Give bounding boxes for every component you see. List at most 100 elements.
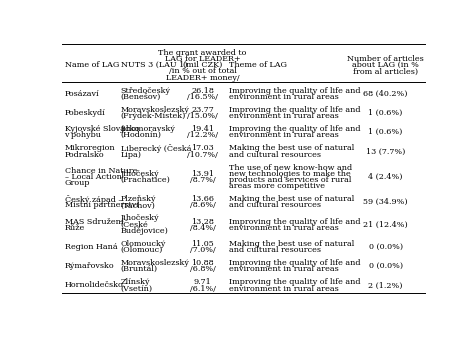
Text: Jihočeský: Jihočeský: [121, 214, 159, 222]
Text: Budějovice): Budějovice): [121, 227, 169, 235]
Text: Improving the quality of life and: Improving the quality of life and: [229, 87, 361, 95]
Text: 1 (0.6%): 1 (0.6%): [369, 128, 403, 136]
Text: Making the best use of natural: Making the best use of natural: [229, 144, 355, 152]
Text: MAS Sdružení: MAS Sdružení: [65, 218, 123, 225]
Text: environment in rural areas: environment in rural areas: [229, 224, 339, 232]
Text: and cultural resources: and cultural resources: [229, 246, 322, 254]
Text: LAG for LEADER+: LAG for LEADER+: [165, 55, 240, 63]
Text: 10.88: 10.88: [191, 259, 214, 267]
Text: /in % out of total: /in % out of total: [169, 67, 237, 75]
Text: (Tachov): (Tachov): [121, 201, 155, 210]
Text: Hornolidečsko: Hornolidečsko: [65, 282, 124, 289]
Text: Růže: Růže: [65, 224, 85, 232]
Text: and cultural resources: and cultural resources: [229, 201, 322, 210]
Text: 0 (0.0%): 0 (0.0%): [369, 262, 403, 270]
Text: environment in rural areas: environment in rural areas: [229, 93, 339, 101]
Text: Making the best use of natural: Making the best use of natural: [229, 195, 355, 203]
Text: Liberecký (Česká: Liberecký (Česká: [121, 144, 191, 153]
Text: Kyjovské Slovácko: Kyjovské Slovácko: [65, 125, 139, 133]
Text: (mil CZK): (mil CZK): [183, 61, 222, 69]
Text: Středočeský: Středočeský: [121, 87, 171, 95]
Text: Group: Group: [65, 179, 90, 187]
Text: 0 (0.0%): 0 (0.0%): [369, 243, 403, 251]
Text: 13.91: 13.91: [191, 170, 214, 178]
Text: areas more competitive: areas more competitive: [229, 182, 325, 190]
Text: /8.6%/: /8.6%/: [190, 201, 216, 210]
Text: LEADER+ money/: LEADER+ money/: [166, 74, 239, 81]
Text: Improving the quality of life and: Improving the quality of life and: [229, 218, 361, 225]
Text: Moravskoslezský: Moravskoslezský: [121, 259, 190, 267]
Text: Chance in Nature: Chance in Nature: [65, 167, 137, 175]
Text: 68 (40.2%): 68 (40.2%): [363, 90, 408, 98]
Text: 26.18: 26.18: [191, 87, 214, 95]
Text: 2 (1.2%): 2 (1.2%): [369, 282, 403, 289]
Text: – Local Action: – Local Action: [65, 173, 122, 181]
Text: environment in rural areas: environment in rural areas: [229, 265, 339, 273]
Text: from al articles): from al articles): [353, 67, 418, 75]
Text: Theme of LAG: Theme of LAG: [229, 61, 287, 69]
Text: /8.4%/: /8.4%/: [190, 224, 216, 232]
Text: 4 (2.4%): 4 (2.4%): [369, 173, 403, 181]
Text: Rýmařovsko: Rýmařovsko: [65, 262, 114, 270]
Text: Podralsko: Podralsko: [65, 150, 104, 159]
Text: /7.0%/: /7.0%/: [190, 246, 216, 254]
Text: 13 (7.7%): 13 (7.7%): [366, 147, 405, 155]
Text: Jihomoravský: Jihomoravský: [121, 125, 176, 133]
Text: Moravskoslezský: Moravskoslezský: [121, 106, 190, 114]
Text: 11.05: 11.05: [191, 240, 214, 248]
Text: 9.71: 9.71: [194, 278, 211, 286]
Text: /16.5%/: /16.5%/: [187, 93, 218, 101]
Text: Number of articles: Number of articles: [347, 55, 424, 63]
Text: new technologies to make the: new technologies to make the: [229, 170, 351, 178]
Text: (Bruntál): (Bruntál): [121, 265, 158, 273]
Text: Plzeňský: Plzeňský: [121, 195, 156, 203]
Text: 21 (12.4%): 21 (12.4%): [363, 221, 408, 228]
Text: /6.8%/: /6.8%/: [190, 265, 216, 273]
Text: Pobeskydí: Pobeskydí: [65, 109, 105, 117]
Text: 13.66: 13.66: [191, 195, 214, 203]
Text: (Olomouc): (Olomouc): [121, 246, 163, 254]
Text: (Benešov): (Benešov): [121, 93, 161, 101]
Text: NUTS 3 (LAU 1): NUTS 3 (LAU 1): [121, 61, 187, 69]
Text: Olomoucký: Olomoucký: [121, 240, 166, 248]
Text: Posázaví: Posázaví: [65, 90, 99, 98]
Text: 1 (0.6%): 1 (0.6%): [369, 109, 403, 117]
Text: environment in rural areas: environment in rural areas: [229, 112, 339, 120]
Text: /15.0%/: /15.0%/: [187, 112, 218, 120]
Text: /8.7%/: /8.7%/: [190, 176, 216, 184]
Text: /10.7%/: /10.7%/: [187, 150, 218, 159]
Text: Name of LAG: Name of LAG: [65, 61, 119, 69]
Text: Místní partnerství: Místní partnerství: [65, 201, 138, 210]
Text: Zlínský: Zlínský: [121, 278, 150, 286]
Text: (České: (České: [121, 221, 148, 229]
Text: Making the best use of natural: Making the best use of natural: [229, 240, 355, 248]
Text: Region Haná: Region Haná: [65, 243, 117, 251]
Text: The grant awarded to: The grant awarded to: [159, 49, 247, 57]
Text: Improving the quality of life and: Improving the quality of life and: [229, 278, 361, 286]
Text: environment in rural areas: environment in rural areas: [229, 285, 339, 292]
Text: 13.28: 13.28: [191, 218, 214, 225]
Text: environment in rural areas: environment in rural areas: [229, 131, 339, 139]
Text: Mikroregion: Mikroregion: [65, 144, 115, 152]
Text: (Hodonín): (Hodonín): [121, 131, 162, 139]
Text: Lipa): Lipa): [121, 150, 142, 159]
Text: (Vsetín): (Vsetín): [121, 285, 153, 292]
Text: Improving the quality of life and: Improving the quality of life and: [229, 259, 361, 267]
Text: about LAG (in %: about LAG (in %: [352, 61, 419, 69]
Text: The use of new know-how and: The use of new know-how and: [229, 164, 352, 172]
Text: Improving the quality of life and: Improving the quality of life and: [229, 106, 361, 114]
Text: (Prachatice): (Prachatice): [121, 176, 171, 184]
Text: products and services of rural: products and services of rural: [229, 176, 352, 184]
Text: 19.41: 19.41: [191, 125, 214, 133]
Text: 23.77: 23.77: [191, 106, 214, 114]
Text: and cultural resources: and cultural resources: [229, 150, 322, 159]
Text: (Frýdek-Místek): (Frýdek-Místek): [121, 112, 186, 120]
Text: 17.03: 17.03: [191, 144, 214, 152]
Text: 59 (34.9%): 59 (34.9%): [363, 198, 408, 206]
Text: Český západ –: Český západ –: [65, 195, 122, 204]
Text: /6.1%/: /6.1%/: [190, 285, 216, 292]
Text: /12.2%/: /12.2%/: [187, 131, 218, 139]
Text: Improving the quality of life and: Improving the quality of life and: [229, 125, 361, 133]
Text: v pohybu: v pohybu: [65, 131, 102, 139]
Text: Jihočeský: Jihočeský: [121, 170, 159, 178]
